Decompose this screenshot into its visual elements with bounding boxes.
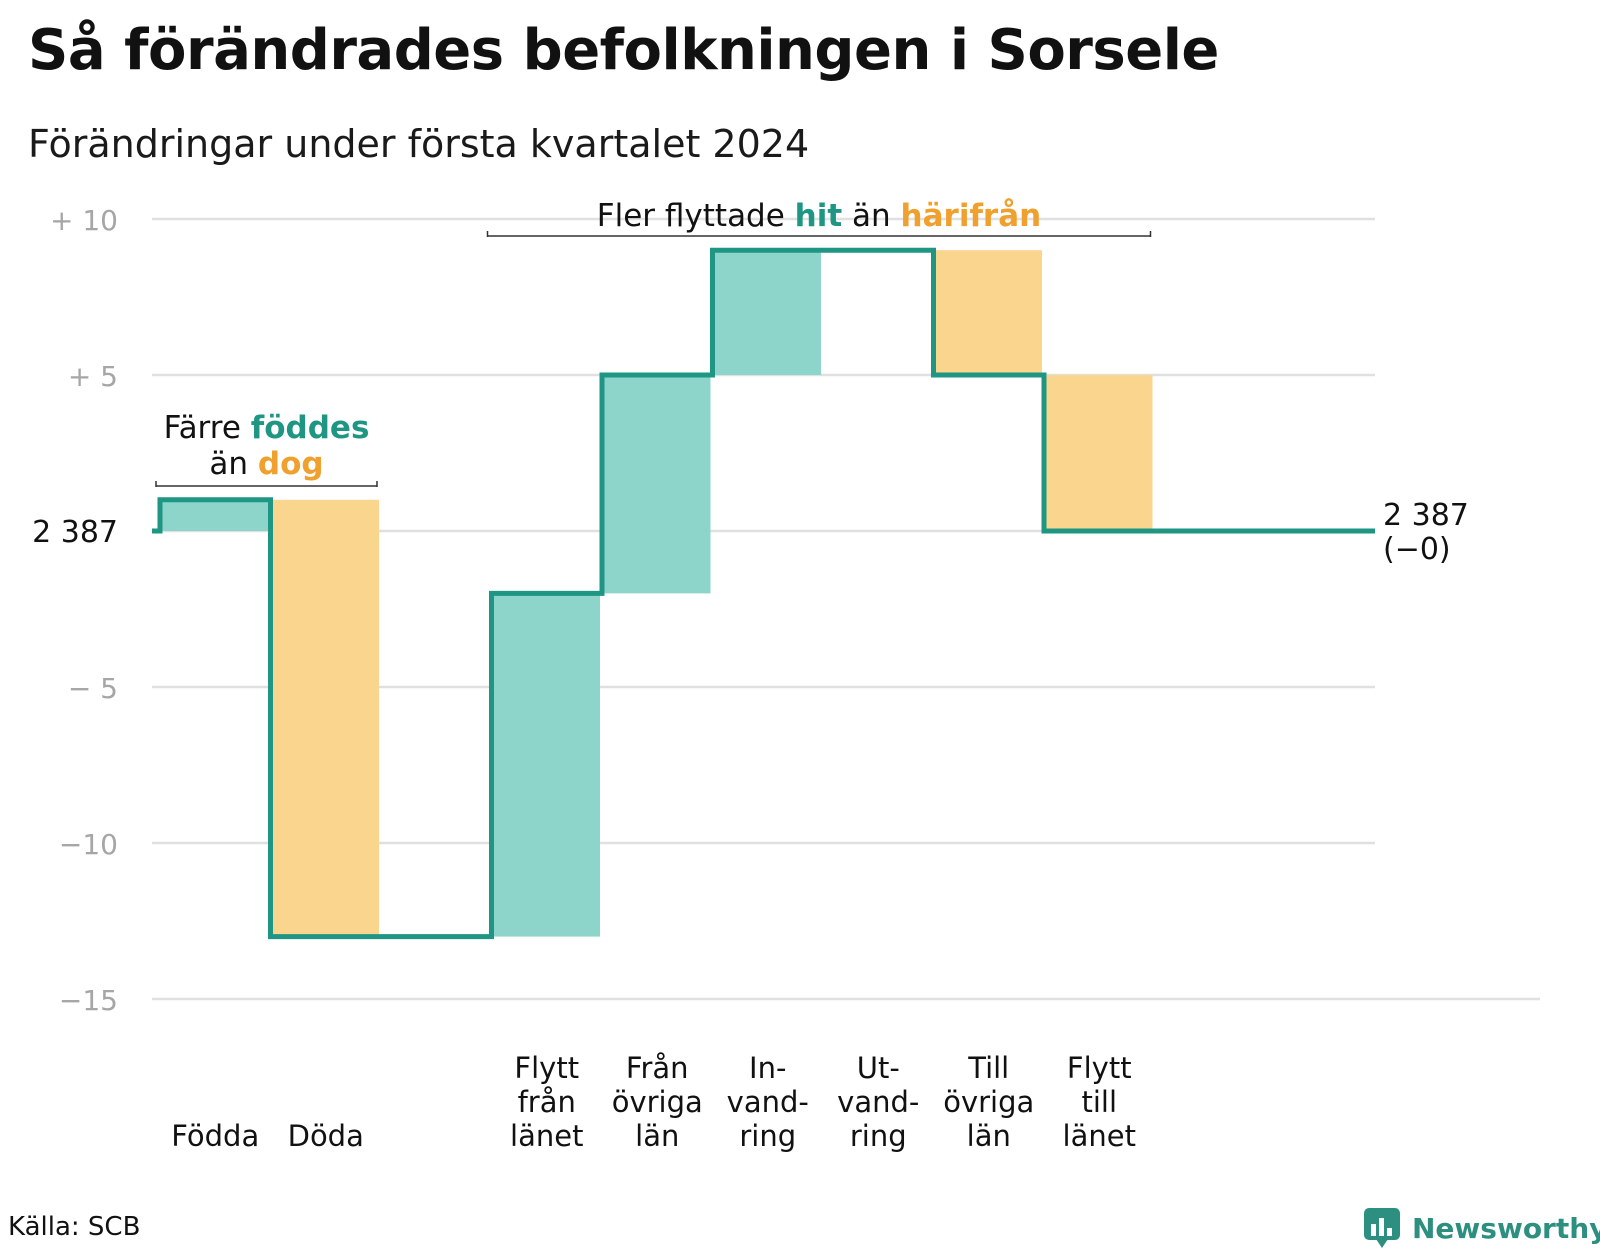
annotation-text: Färre föddes bbox=[164, 410, 370, 446]
source-note: Källa: SCB bbox=[8, 1212, 141, 1242]
end-label: (−0) bbox=[1383, 532, 1451, 567]
y-tick-label: − 5 bbox=[68, 672, 118, 705]
category-label: Födda bbox=[171, 1119, 259, 1153]
chart-title: Så förändrades befolkningen i Sorsele bbox=[28, 18, 1219, 83]
bar-out bbox=[272, 499, 379, 937]
brand-name: Newsworthy bbox=[1412, 1211, 1600, 1245]
category-label: länet bbox=[1063, 1119, 1136, 1153]
bar-in bbox=[604, 375, 711, 594]
category-label: ring bbox=[739, 1119, 796, 1153]
bar-in bbox=[714, 250, 821, 375]
step-line bbox=[152, 247, 1375, 940]
annotation-segment: härifrån bbox=[901, 198, 1042, 234]
category-label: vand- bbox=[837, 1085, 919, 1119]
annotation-segment: hit bbox=[795, 198, 843, 234]
annotation-segment: än bbox=[209, 446, 258, 482]
newsworthy-logo-icon bbox=[1364, 1208, 1400, 1248]
category-label: vand- bbox=[727, 1085, 809, 1119]
category-label: Flytt bbox=[1067, 1051, 1132, 1085]
category-label: från bbox=[518, 1085, 576, 1119]
category-label: länet bbox=[510, 1119, 583, 1153]
category-label: län bbox=[967, 1119, 1011, 1153]
chart-subtitle: Förändringar under första kvartalet 2024 bbox=[28, 122, 810, 166]
bar-out bbox=[1046, 375, 1153, 531]
category-label: övriga bbox=[943, 1085, 1034, 1119]
category-label: Från bbox=[626, 1051, 689, 1085]
annotation-segment: än bbox=[842, 198, 900, 234]
end-label: 2 387 bbox=[1383, 498, 1469, 533]
bar-in bbox=[162, 499, 269, 531]
category-label: ring bbox=[850, 1119, 907, 1153]
category-label: till bbox=[1081, 1085, 1117, 1119]
category-label: Ut- bbox=[857, 1051, 900, 1085]
y-tick-label: + 5 bbox=[68, 360, 118, 393]
category-label: Till bbox=[967, 1051, 1009, 1085]
annotation-segment: Färre bbox=[164, 410, 251, 446]
category-label: Flytt bbox=[514, 1051, 579, 1085]
category-label: Döda bbox=[288, 1119, 364, 1153]
y-tick-label: −15 bbox=[59, 984, 118, 1017]
category-label: In- bbox=[749, 1051, 786, 1085]
annotation-segment: föddes bbox=[251, 410, 370, 446]
brand: Newsworthy bbox=[1362, 1206, 1600, 1250]
annotation-text: än dog bbox=[209, 446, 323, 482]
y-tick-label: −10 bbox=[59, 828, 118, 861]
category-label: övriga bbox=[612, 1085, 703, 1119]
category-label: län bbox=[635, 1119, 679, 1153]
bar-in bbox=[493, 593, 600, 937]
bar-out bbox=[935, 250, 1042, 375]
baseline-label: 2 387 bbox=[32, 515, 118, 550]
annotation-segment: Fler flyttade bbox=[597, 198, 795, 234]
annotation-segment: dog bbox=[258, 446, 324, 482]
y-tick-label: + 10 bbox=[50, 204, 118, 237]
annotation-text: Fler flyttade hit än härifrån bbox=[597, 198, 1041, 234]
